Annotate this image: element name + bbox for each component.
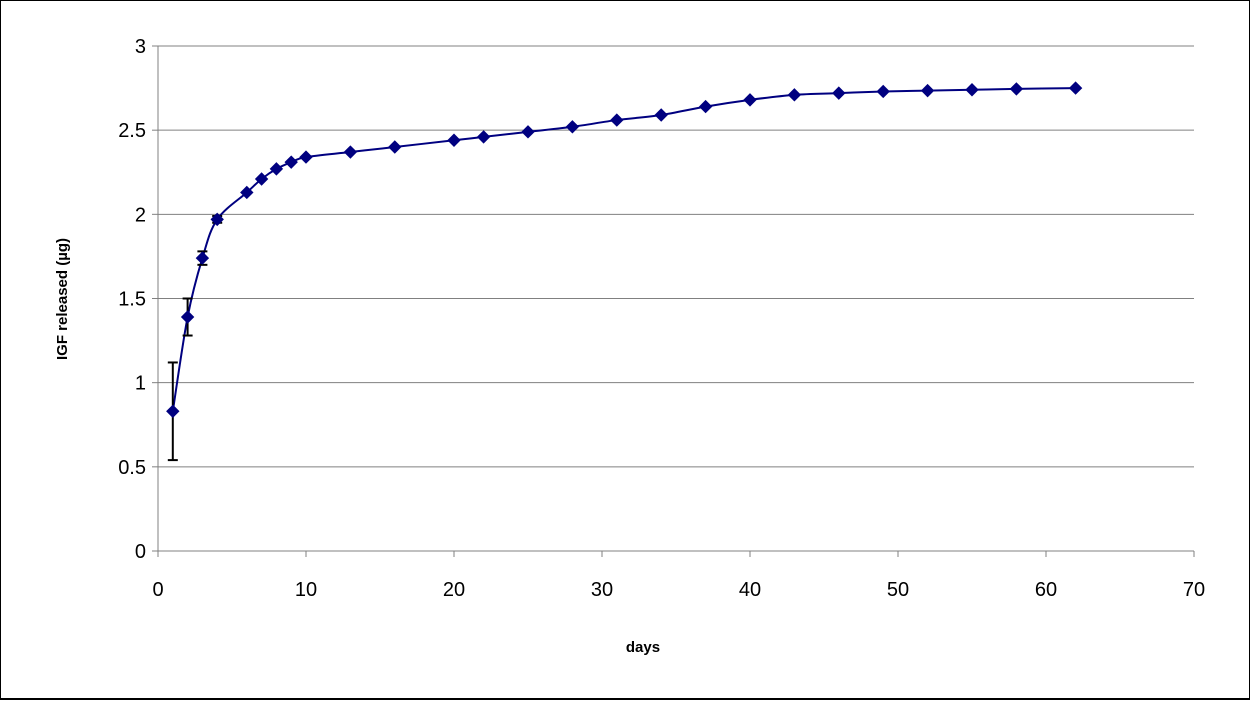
- data-point: [876, 84, 890, 99]
- x-tick-label: 20: [443, 579, 465, 601]
- data-point: [166, 404, 180, 418]
- data-point: [654, 108, 668, 122]
- data-point: [965, 83, 979, 97]
- tick-labels: 00.511.522.530 10 20 30 40 50 60 70: [118, 36, 1205, 601]
- y-tick-label: 2: [135, 204, 146, 226]
- data-point: [920, 83, 935, 98]
- y-tick-label: 0.5: [118, 457, 146, 479]
- data-point: [447, 133, 461, 147]
- x-tick-label: 60: [1035, 579, 1057, 601]
- x-tick-label: 70: [1183, 579, 1205, 601]
- y-tick-label: 2.5: [118, 120, 146, 142]
- data-point: [743, 93, 757, 107]
- data-point: [832, 86, 846, 100]
- x-tick-label: 10: [295, 579, 317, 601]
- data-point: [565, 120, 580, 134]
- data-point: [284, 155, 298, 169]
- grid-lines: [158, 45, 1194, 468]
- data-point: [787, 88, 802, 102]
- data-point: [698, 99, 713, 114]
- y-axis-title: IGF released (µg): [54, 238, 71, 360]
- y-tick-label: 0: [135, 541, 146, 563]
- y-tick-label: 3: [135, 36, 146, 58]
- data-point: [388, 140, 402, 154]
- data-point: [521, 125, 535, 139]
- data-point: [299, 150, 313, 164]
- series-line: [171, 87, 1076, 412]
- y-tick-label: 1.5: [118, 289, 146, 311]
- x-axis-title: days: [626, 639, 660, 656]
- x-tick-label: 0: [152, 579, 163, 601]
- x-tick-label: 40: [739, 579, 761, 601]
- data-point: [195, 251, 210, 265]
- data-point: [476, 130, 491, 144]
- data-point: [180, 310, 195, 324]
- data-point: [1068, 81, 1083, 95]
- axes: [152, 45, 1195, 557]
- x-tick-label: 30: [591, 579, 613, 601]
- data-point: [343, 145, 358, 159]
- data-point: [269, 162, 284, 176]
- data-point: [610, 113, 624, 127]
- series-1: [166, 81, 1083, 462]
- y-tick-label: 1: [135, 373, 146, 395]
- data-point: [210, 212, 224, 227]
- data-point: [1009, 82, 1024, 96]
- data-point: [254, 172, 269, 186]
- data-point: [240, 185, 254, 200]
- x-tick-label: 50: [887, 579, 909, 601]
